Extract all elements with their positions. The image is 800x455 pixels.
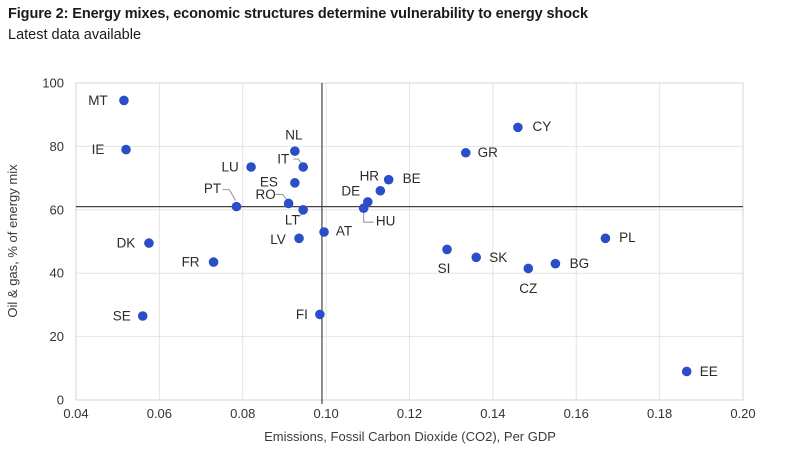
x-tick-label: 0.18 xyxy=(647,406,672,421)
point-label-GR: GR xyxy=(478,145,499,160)
point-label-MT: MT xyxy=(88,93,108,108)
data-point-CZ xyxy=(523,263,534,274)
point-label-ES: ES xyxy=(260,174,278,189)
x-tick-label: 0.12 xyxy=(397,406,422,421)
point-label-CY: CY xyxy=(533,119,552,134)
y-tick-label: 100 xyxy=(42,76,64,91)
point-label-FR: FR xyxy=(182,255,200,270)
data-point-GR xyxy=(460,147,471,158)
data-point-SE xyxy=(137,311,148,321)
figure-title: Figure 2: Energy mixes, economic structu… xyxy=(8,6,588,22)
point-label-BE: BE xyxy=(403,171,421,186)
point-label-RO: RO xyxy=(255,187,275,202)
data-point-EE xyxy=(681,366,692,377)
point-label-PT: PT xyxy=(204,181,221,196)
point-label-DK: DK xyxy=(117,236,136,251)
point-label-SE: SE xyxy=(113,308,131,323)
point-label-AT: AT xyxy=(336,223,352,238)
data-point-LV xyxy=(294,233,304,244)
y-tick-label: 80 xyxy=(50,139,64,154)
point-label-SK: SK xyxy=(489,250,507,265)
data-point-DK xyxy=(144,238,154,248)
data-point-NL xyxy=(290,146,300,156)
y-axis-title: Oil & gas, % of energy mix xyxy=(5,164,20,318)
x-tick-label: 0.04 xyxy=(63,406,88,421)
point-label-IE: IE xyxy=(92,142,105,157)
x-tick-label: 0.16 xyxy=(564,406,589,421)
data-point-BE xyxy=(383,174,394,185)
y-tick-label: 0 xyxy=(57,393,64,408)
point-label-NL: NL xyxy=(285,128,303,143)
point-label-HU: HU xyxy=(376,214,396,229)
data-point-SK xyxy=(471,252,482,263)
point-label-IT: IT xyxy=(277,152,289,167)
x-axis-title: Emissions, Fossil Carbon Dioxide (CO2), … xyxy=(264,429,556,444)
point-label-LU: LU xyxy=(221,160,238,175)
x-tick-label: 0.20 xyxy=(730,406,755,421)
point-label-BG: BG xyxy=(570,256,590,271)
label-leader-line-RO xyxy=(275,193,288,200)
figure-subtitle: Latest data available xyxy=(8,27,142,43)
data-point-LT xyxy=(298,205,308,215)
x-tick-label: 0.08 xyxy=(230,406,255,421)
data-point-IT xyxy=(298,162,308,172)
x-tick-label: 0.10 xyxy=(313,406,338,421)
data-point-HR xyxy=(375,185,386,196)
label-leader-line-IT xyxy=(293,158,302,164)
data-point-PT xyxy=(231,201,242,212)
data-point-IE xyxy=(121,144,131,155)
point-label-EE: EE xyxy=(700,364,718,379)
y-tick-label: 40 xyxy=(50,266,64,281)
data-point-FR xyxy=(208,257,219,267)
label-leader-line-HU xyxy=(363,213,374,223)
data-point-LU xyxy=(246,162,256,172)
point-label-HR: HR xyxy=(360,168,380,183)
plot-border xyxy=(75,82,744,401)
data-point-AT xyxy=(319,227,329,237)
point-label-FI: FI xyxy=(296,307,308,322)
label-leader-line-PT xyxy=(222,189,236,201)
x-tick-label: 0.14 xyxy=(480,406,505,421)
figure-header: Figure 2: Energy mixes, economic structu… xyxy=(8,6,788,43)
point-label-SI: SI xyxy=(438,261,451,276)
point-label-DE: DE xyxy=(341,183,360,198)
data-point-RO xyxy=(283,198,294,209)
data-point-SI xyxy=(442,244,452,255)
data-point-ES xyxy=(290,178,300,188)
data-point-MT xyxy=(119,95,129,106)
data-point-PL xyxy=(600,233,611,244)
y-tick-label: 20 xyxy=(50,329,64,344)
data-point-DE xyxy=(363,197,373,207)
point-label-PL: PL xyxy=(619,230,636,245)
data-point-BG xyxy=(550,258,561,269)
point-label-CZ: CZ xyxy=(519,281,537,296)
y-tick-label: 60 xyxy=(50,202,64,217)
x-tick-label: 0.06 xyxy=(147,406,172,421)
point-label-LV: LV xyxy=(270,232,286,247)
point-label-LT: LT xyxy=(285,212,300,227)
chart-plot-area: 0.04 0.06 0.08 0.10 0.12 0.14 0.16 0.18 0.20 0 20 4… xyxy=(42,76,755,422)
data-point-CY xyxy=(513,122,523,133)
data-point-FI xyxy=(315,309,325,320)
